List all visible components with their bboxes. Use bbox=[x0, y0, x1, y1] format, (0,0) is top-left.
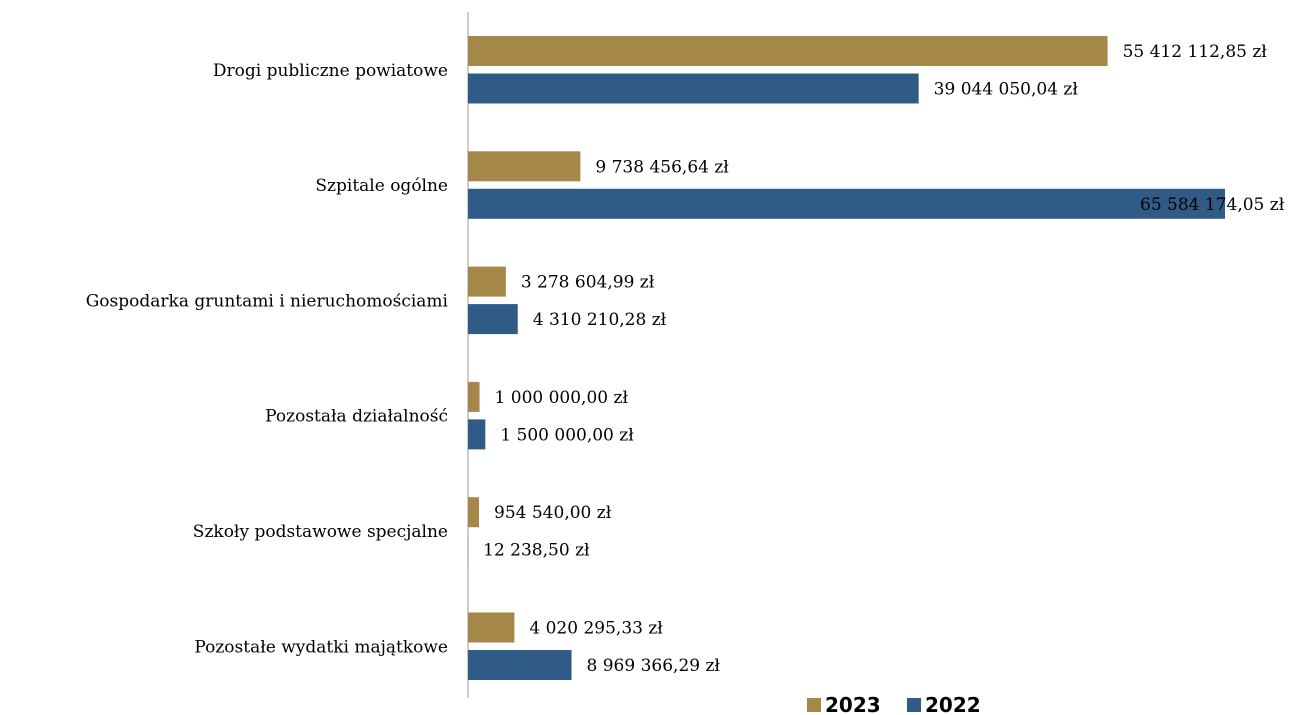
bar-2023-gospodarka-gruntami-i-nieruchomosciami bbox=[468, 266, 506, 297]
value-labels: 55 412 112,85 zł 39 044 050,04 zł 9 738 45… bbox=[483, 42, 1285, 676]
bar-2023-szkoly-podstawowe-specjalne bbox=[468, 497, 480, 528]
legend: 2023 2022 bbox=[807, 693, 981, 715]
legend-label-2022: 2022 bbox=[925, 693, 981, 715]
value-label-2023-szkoly-podstawowe-specjalne: 954 540,00 zł bbox=[494, 503, 612, 523]
legend-swatch-2022 bbox=[907, 698, 921, 712]
bar-2023-szpitale-ogolne bbox=[468, 151, 581, 182]
bar-2022-pozostale-wydatki-majatkowe bbox=[468, 650, 572, 680]
category-label-gospodarka-gruntami-i-nieruchomosciami: Gospodarka gruntami i nieruchomościami bbox=[86, 291, 449, 311]
value-label-2022-szkoly-podstawowe-specjalne: 12 238,50 zł bbox=[483, 541, 590, 561]
value-label-2023-pozostala-dzialalnosc: 1 000 000,00 zł bbox=[495, 388, 629, 408]
category-label-szpitale-ogolne: Szpitale ogólne bbox=[315, 176, 448, 196]
value-label-2022-szpitale-ogolne: 65 584 174,05 zł bbox=[1140, 195, 1285, 215]
legend-swatch-2023 bbox=[807, 698, 821, 712]
value-label-2023-szpitale-ogolne: 9 738 456,64 zł bbox=[595, 157, 729, 177]
category-label-szkoly-podstawowe-specjalne: Szkoły podstawowe specjalne bbox=[193, 522, 448, 542]
bar-2023-pozostale-wydatki-majatkowe bbox=[468, 612, 515, 643]
value-label-2022-drogi-publiczne-powiatowe: 39 044 050,04 zł bbox=[934, 80, 1079, 100]
category-label-drogi-publiczne-powiatowe: Drogi publiczne powiatowe bbox=[213, 61, 448, 81]
category-label-pozostala-dzialalnosc: Pozostała działalność bbox=[265, 407, 448, 427]
value-label-2022-gospodarka-gruntami-i-nieruchomosciami: 4 310 210,28 zł bbox=[533, 310, 667, 330]
value-label-2022-pozostale-wydatki-majatkowe: 8 969 366,29 zł bbox=[587, 656, 721, 676]
value-label-2023-pozostale-wydatki-majatkowe: 4 020 295,33 zł bbox=[529, 619, 663, 639]
bar-2022-gospodarka-gruntami-i-nieruchomosciami bbox=[468, 304, 518, 335]
value-label-2023-gospodarka-gruntami-i-nieruchomosciami: 3 278 604,99 zł bbox=[521, 273, 655, 293]
bar-2022-szpitale-ogolne bbox=[468, 188, 1225, 219]
bars bbox=[468, 36, 1225, 680]
legend-label-2023: 2023 bbox=[825, 693, 881, 715]
bar-2023-drogi-publiczne-powiatowe bbox=[468, 36, 1108, 66]
bar-2023-pozostala-dzialalnosc bbox=[468, 381, 480, 412]
bar-2022-drogi-publiczne-powiatowe bbox=[468, 73, 919, 104]
category-labels: Drogi publiczne powiatowe Szpitale ogólne… bbox=[86, 61, 449, 658]
bar-2022-pozostala-dzialalnosc bbox=[468, 419, 486, 450]
category-label-pozostale-wydatki-majatkowe: Pozostałe wydatki majątkowe bbox=[194, 637, 448, 657]
value-label-2022-pozostala-dzialalnosc: 1 500 000,00 zł bbox=[500, 425, 634, 445]
value-label-2023-drogi-publiczne-powiatowe: 55 412 112,85 zł bbox=[1123, 42, 1268, 62]
